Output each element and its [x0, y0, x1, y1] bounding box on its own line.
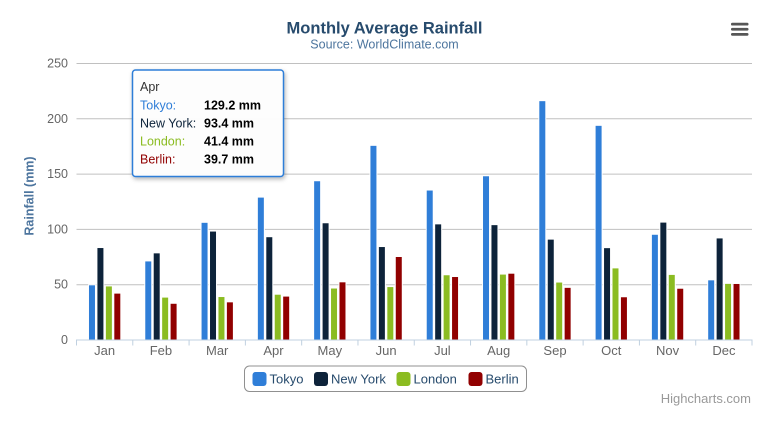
svg-text:Berlin: Berlin	[486, 372, 519, 387]
svg-text:250: 250	[47, 57, 68, 71]
svg-text:200: 200	[47, 112, 68, 126]
svg-text:Feb: Feb	[150, 343, 172, 358]
svg-text:Tokyo: Tokyo	[270, 372, 304, 387]
svg-text:Jan: Jan	[94, 343, 115, 358]
svg-text:Jul: Jul	[434, 343, 451, 358]
svg-text:Aug: Aug	[487, 343, 510, 358]
svg-text:Monthly Average Rainfall: Monthly Average Rainfall	[287, 20, 483, 38]
svg-text:Jun: Jun	[376, 343, 397, 358]
svg-text:Oct: Oct	[601, 343, 622, 358]
svg-text:Source: WorldClimate.com: Source: WorldClimate.com	[310, 38, 458, 52]
svg-text:London: London	[414, 372, 457, 387]
svg-text:0: 0	[61, 333, 68, 347]
svg-text:Nov: Nov	[656, 343, 680, 358]
svg-text:Dec: Dec	[712, 343, 736, 358]
svg-text:39.7 mm: 39.7 mm	[204, 153, 254, 167]
svg-text:May: May	[318, 343, 343, 358]
svg-text:129.2 mm: 129.2 mm	[204, 99, 261, 113]
svg-text:New York:: New York:	[140, 117, 196, 131]
svg-text:Mar: Mar	[206, 343, 229, 358]
svg-text:Berlin:: Berlin:	[140, 153, 175, 167]
svg-text:Sep: Sep	[543, 343, 566, 358]
svg-text:150: 150	[47, 167, 68, 181]
svg-text:London:: London:	[140, 135, 185, 149]
svg-text:Apr: Apr	[140, 80, 159, 94]
svg-text:50: 50	[54, 278, 68, 292]
svg-text:Rainfall (mm): Rainfall (mm)	[23, 156, 37, 235]
svg-text:Apr: Apr	[263, 343, 284, 358]
svg-text:Tokyo:: Tokyo:	[140, 99, 176, 113]
svg-text:100: 100	[47, 222, 68, 236]
svg-text:New York: New York	[331, 372, 386, 387]
svg-text:Highcharts.com: Highcharts.com	[661, 391, 751, 406]
svg-text:93.4 mm: 93.4 mm	[204, 117, 254, 131]
svg-text:41.4 mm: 41.4 mm	[204, 135, 254, 149]
